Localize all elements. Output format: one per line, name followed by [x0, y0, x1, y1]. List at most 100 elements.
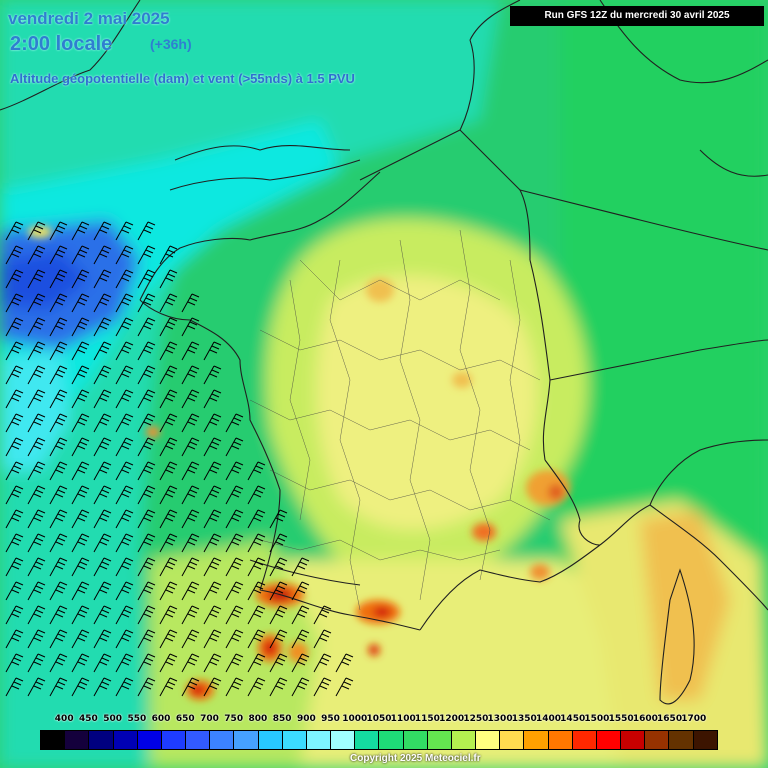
- wind-barb: [203, 653, 222, 673]
- wind-barb: [5, 581, 24, 601]
- scale-swatch: [210, 731, 235, 749]
- wind-barb: [49, 293, 68, 313]
- wind-barb: [137, 437, 156, 457]
- scale-swatch: [306, 731, 332, 749]
- wind-barb: [159, 653, 178, 673]
- wind-barb: [159, 389, 178, 409]
- wind-barb: [27, 557, 46, 577]
- wind-barb: [269, 653, 288, 673]
- wind-barb: [225, 629, 244, 649]
- wind-barb: [225, 509, 244, 529]
- scale-label: 1650: [657, 714, 683, 724]
- wind-barb: [93, 581, 112, 601]
- wind-barb: [115, 413, 134, 433]
- wind-barb: [247, 461, 266, 481]
- wind-barb: [313, 677, 332, 697]
- wind-barb: [93, 509, 112, 529]
- wind-barb: [313, 629, 332, 649]
- scale-swatch: [572, 731, 597, 749]
- wind-barb: [247, 485, 266, 505]
- wind-barb: [159, 245, 178, 265]
- wind-barb: [181, 533, 200, 553]
- wind-barb: [181, 485, 200, 505]
- wind-barb: [137, 485, 156, 505]
- wind-barb: [93, 317, 112, 337]
- wind-barb: [137, 293, 156, 313]
- wind-barb: [71, 533, 90, 553]
- scale-swatch: [161, 731, 187, 749]
- wind-barb: [27, 365, 46, 385]
- wind-barb: [313, 653, 332, 673]
- wind-barb: [269, 677, 288, 697]
- wind-barb: [115, 485, 134, 505]
- wind-barb: [49, 581, 68, 601]
- wind-barb: [225, 533, 244, 553]
- scale-label: 1600: [632, 714, 658, 724]
- wind-barb: [181, 605, 200, 625]
- wind-barb: [269, 581, 288, 601]
- wind-barb: [181, 629, 200, 649]
- wind-barb: [71, 653, 90, 673]
- wind-barb: [203, 341, 222, 361]
- wind-barb: [159, 605, 178, 625]
- wind-barb: [291, 677, 310, 697]
- wind-barb: [115, 437, 134, 457]
- wind-barb: [49, 341, 68, 361]
- scale-swatch: [186, 731, 211, 749]
- wind-barb: [159, 341, 178, 361]
- wind-barb: [181, 365, 200, 385]
- wind-barb: [225, 653, 244, 673]
- color-scale-labels: 400 450 500 550 600 650 700 750 800 850 900 950 1000…: [40, 714, 718, 728]
- coastlines-borders: [0, 0, 768, 705]
- wind-barb: [93, 365, 112, 385]
- wind-barb: [5, 533, 24, 553]
- scale-swatch: [41, 731, 66, 749]
- wind-barb: [159, 533, 178, 553]
- wind-barb: [247, 653, 266, 673]
- wind-barb: [93, 389, 112, 409]
- wind-barb: [137, 317, 156, 337]
- wind-barb: [93, 293, 112, 313]
- wind-barb: [115, 557, 134, 577]
- scale-swatch: [524, 731, 549, 749]
- scale-swatch: [234, 731, 259, 749]
- wind-barb: [291, 629, 310, 649]
- wind-barb: [5, 485, 24, 505]
- wind-barb: [225, 461, 244, 481]
- color-scale-bar: [40, 730, 718, 750]
- wind-barb: [93, 245, 112, 265]
- wind-barb: [137, 269, 156, 289]
- scale-swatch: [645, 731, 670, 749]
- wind-barb: [27, 317, 46, 337]
- wind-barb: [137, 461, 156, 481]
- scale-swatch: [113, 731, 138, 749]
- wind-barb: [203, 605, 222, 625]
- wind-barb: [93, 653, 112, 673]
- wind-barb: [159, 317, 178, 337]
- wind-barb: [181, 509, 200, 529]
- wind-barb: [181, 461, 200, 481]
- wind-barb: [115, 341, 134, 361]
- scale-swatch: [596, 731, 622, 749]
- wind-barb: [203, 533, 222, 553]
- scale-label: 1550: [608, 714, 634, 724]
- wind-barb: [203, 413, 222, 433]
- wind-barb: [137, 389, 156, 409]
- wind-barb: [5, 245, 24, 265]
- scale-label: 950: [321, 714, 340, 724]
- wind-barb: [5, 389, 24, 409]
- wind-barb: [49, 317, 68, 337]
- wind-barb: [93, 221, 112, 241]
- scale-label: 700: [200, 714, 219, 724]
- wind-barb: [27, 245, 46, 265]
- wind-barb: [159, 437, 178, 457]
- wind-barb: [137, 677, 156, 697]
- wind-barb: [247, 533, 266, 553]
- scale-label: 600: [151, 714, 171, 724]
- wind-barb: [115, 653, 134, 673]
- scale-swatch: [331, 731, 356, 749]
- wind-barb: [159, 509, 178, 529]
- wind-barb: [115, 677, 134, 697]
- wind-barb: [115, 245, 134, 265]
- wind-barb: [159, 365, 178, 385]
